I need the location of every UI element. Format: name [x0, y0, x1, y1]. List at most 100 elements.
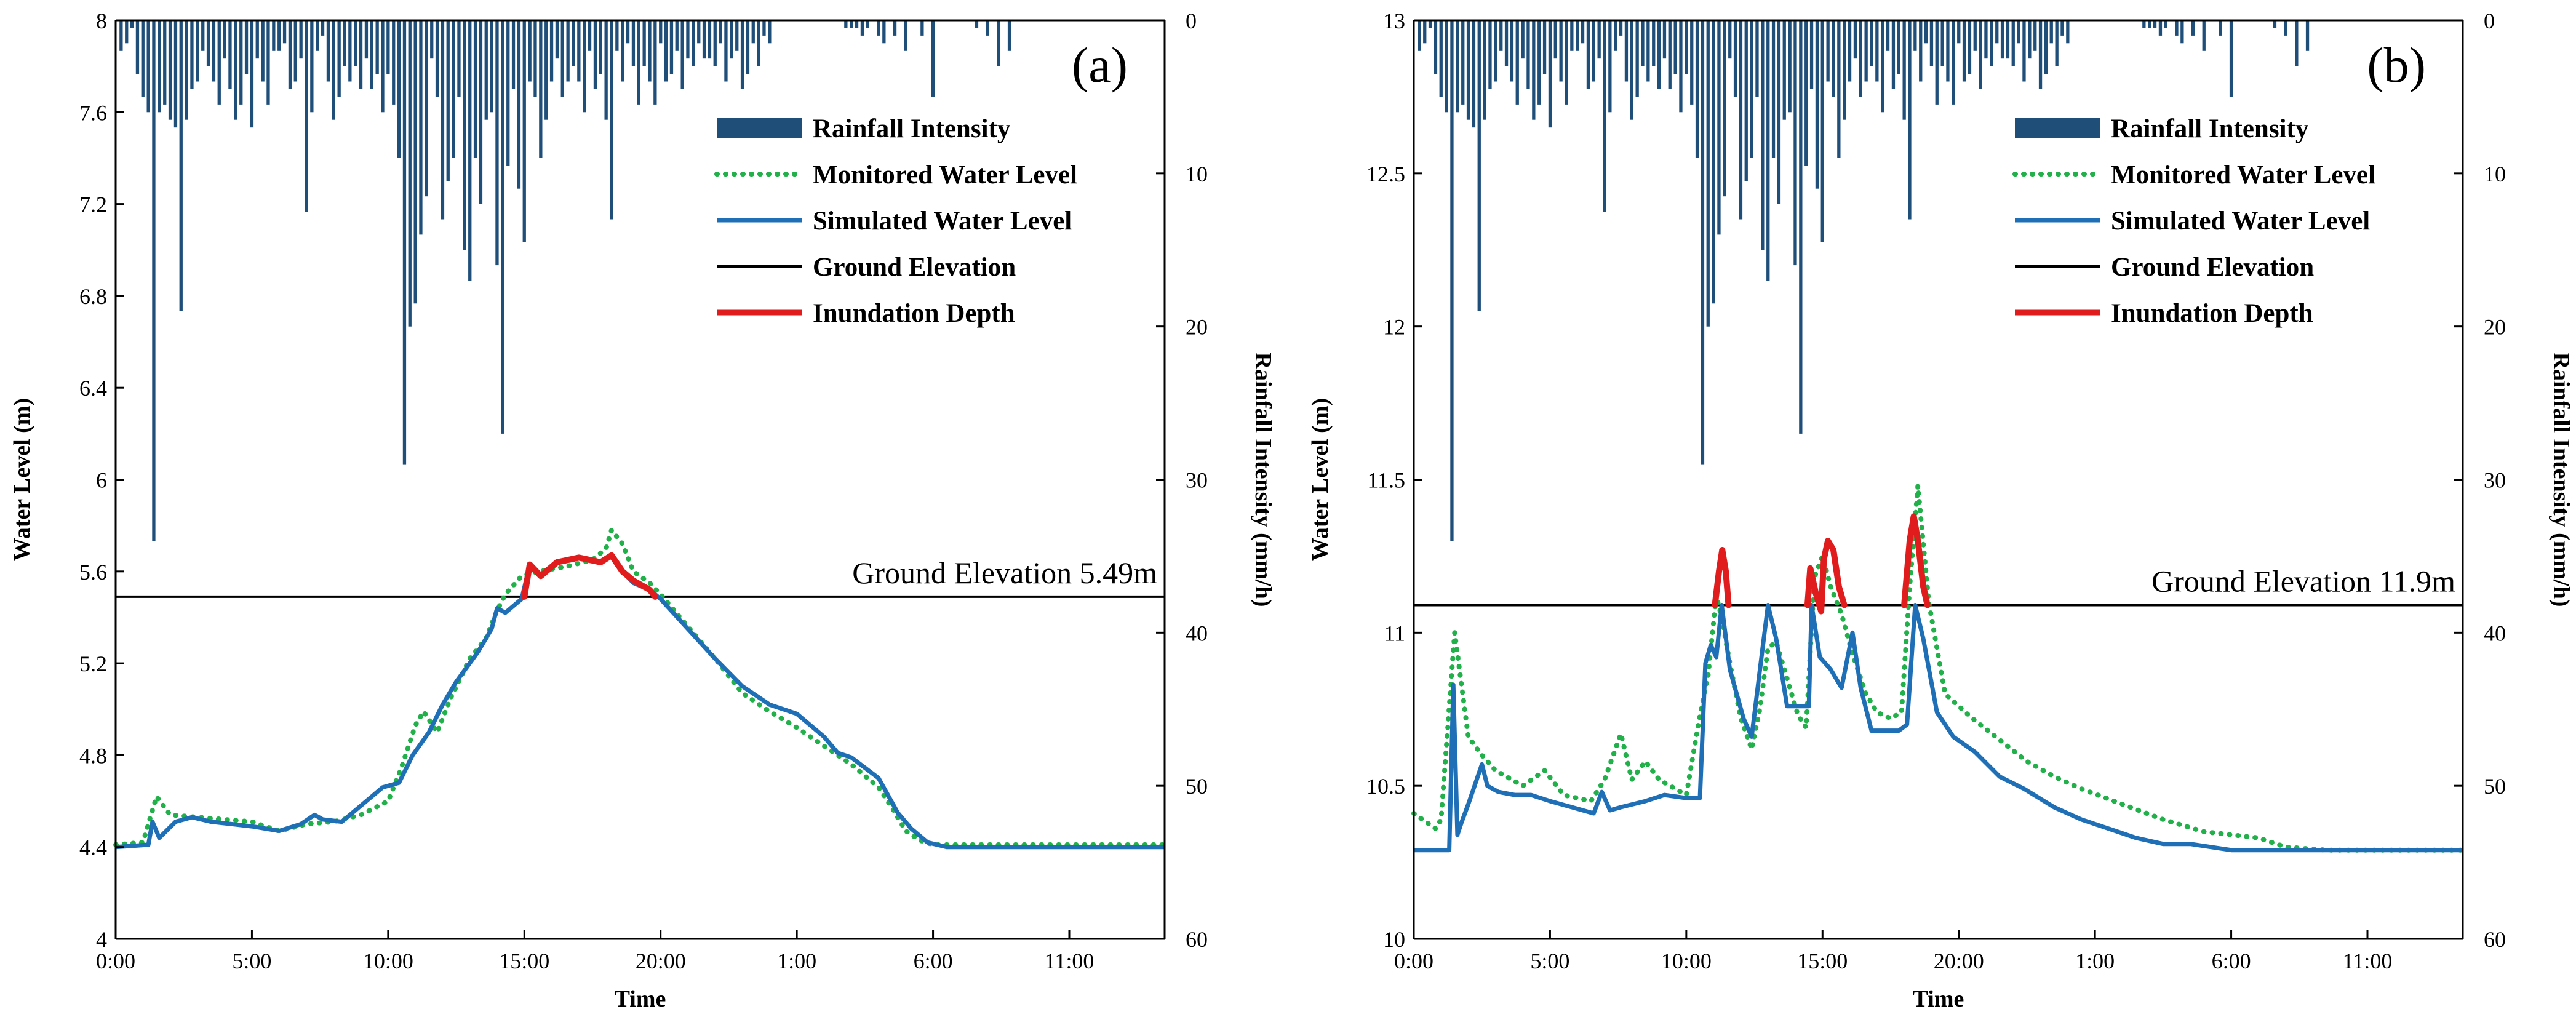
rainfall-bar — [413, 20, 417, 304]
rainfall-bar — [190, 20, 194, 89]
rainfall-bar — [1891, 20, 1896, 89]
legend: Rainfall Intensity Monitored Water Level S… — [2012, 114, 2375, 328]
y-tick-label: 11.5 — [1367, 468, 1405, 493]
rainfall-bar — [473, 20, 477, 158]
rainfall-bar — [877, 20, 880, 36]
rainfall-bar — [664, 20, 668, 82]
rainfall-bar — [343, 20, 346, 66]
rainfall-bar — [1929, 20, 1934, 66]
rainfall-bar — [1581, 20, 1585, 44]
rainfall-bar — [882, 20, 886, 44]
rainfall-bar — [1532, 20, 1536, 120]
panel-label: (b) — [2367, 37, 2426, 93]
rainfall-bar — [1690, 20, 1694, 105]
rainfall-bar — [212, 20, 216, 82]
rainfall-bar — [637, 20, 640, 105]
rainfall-bar — [555, 20, 559, 59]
rainfall-bar — [425, 20, 428, 197]
rainfall-bar — [751, 20, 755, 44]
rainfall-bar — [206, 20, 210, 66]
rainfall-bar — [2022, 20, 2026, 82]
rainfall-bar — [1488, 20, 1492, 89]
rainfall-bar — [850, 20, 853, 28]
rainfall-bar — [1744, 20, 1748, 181]
rainfall-bar — [2284, 20, 2287, 36]
rainfall-bar — [730, 20, 733, 59]
rainfall-bar — [326, 20, 330, 82]
rainfall-bar — [866, 20, 869, 28]
rainfall-bar — [544, 20, 548, 120]
rainfall-bar — [1679, 20, 1683, 113]
rainfall-bar — [1559, 20, 1563, 82]
rainfall-bar — [452, 20, 455, 158]
rainfall-bar — [702, 20, 706, 59]
rainfall-bar — [348, 20, 352, 82]
rainfall-bar — [1499, 20, 1503, 51]
rainfall-bar — [228, 20, 232, 89]
rainfall-bar — [364, 20, 369, 59]
rainfall-bar — [1565, 20, 1568, 105]
rainfall-bar — [468, 20, 472, 281]
rainfall-bar — [479, 20, 483, 204]
rainfall-bar — [1809, 20, 1814, 89]
y2-tick-label: 20 — [1186, 315, 1208, 340]
y-tick-label: 12.5 — [1366, 162, 1405, 186]
rainfall-bar — [975, 20, 979, 28]
rainfall-bar — [1919, 20, 1923, 82]
y-tick-label: 6 — [96, 468, 107, 493]
y2-tick-label: 30 — [2484, 468, 2506, 493]
x-tick-label: 15:00 — [1797, 949, 1848, 973]
rainfall-bar — [2191, 20, 2195, 36]
rainfall-bar — [2158, 20, 2163, 36]
rainfall-bar — [1701, 20, 1705, 465]
rainfall-bar — [931, 20, 935, 97]
y-tick-label: 10 — [1383, 927, 1405, 952]
rainfall-bar — [2049, 20, 2053, 44]
x-tick-label: 6:00 — [2212, 949, 2251, 973]
y-tick-label: 13 — [1383, 9, 1405, 33]
x-tick-label: 5:00 — [1530, 949, 1569, 973]
rainfall-bar — [1717, 20, 1721, 235]
simulated-water-level-line — [1414, 603, 2463, 853]
rainfall-bar — [560, 20, 564, 97]
rainfall-bar — [1472, 20, 1476, 128]
rainfall-bar — [305, 20, 308, 212]
y-tick-label: 11 — [1384, 621, 1405, 645]
rainfall-bar — [321, 20, 325, 36]
rainfall-bar — [1526, 20, 1530, 89]
rainfall-bar — [1619, 20, 1623, 36]
rainfall-bar — [631, 20, 636, 66]
rainfall-bar — [2164, 20, 2167, 28]
rainfall-bar — [239, 20, 243, 105]
rainfall-bar — [397, 20, 401, 158]
rainfall-bar — [370, 20, 373, 89]
rainfall-bar — [2295, 20, 2299, 66]
rainfall-bar — [740, 20, 744, 89]
rainfall-bar — [168, 20, 172, 120]
rainfall-bar — [1657, 20, 1661, 89]
rainfall-bar — [686, 20, 690, 59]
rainfall-bar — [1712, 20, 1715, 304]
rainfall-bar — [1728, 20, 1732, 59]
rainfall-bar — [2060, 20, 2064, 36]
y2-tick-label: 50 — [1186, 774, 1208, 799]
rainfall-bar — [419, 20, 423, 235]
rainfall-bar — [1804, 20, 1808, 166]
panel-label: (a) — [1072, 37, 1128, 93]
y2-tick-label: 10 — [1186, 162, 1208, 186]
rainfall-bar — [1515, 20, 1519, 105]
legend-simulated-label: Simulated Water Level — [813, 207, 1072, 236]
rainfall-bar — [1826, 20, 1830, 82]
rainfall-bar — [441, 20, 445, 220]
rainfall-bar — [1423, 20, 1427, 44]
rainfall-bar — [141, 20, 145, 97]
rainfall-bar — [1820, 20, 1824, 242]
rainfall-bar — [768, 20, 772, 44]
rainfall-bar — [277, 20, 281, 51]
rainfall-bar — [1902, 20, 1906, 120]
rainfall-bar — [272, 20, 276, 51]
rainfall-bar — [2000, 20, 2004, 59]
rainfall-bar — [255, 20, 259, 59]
rainfall-bar — [261, 20, 265, 82]
